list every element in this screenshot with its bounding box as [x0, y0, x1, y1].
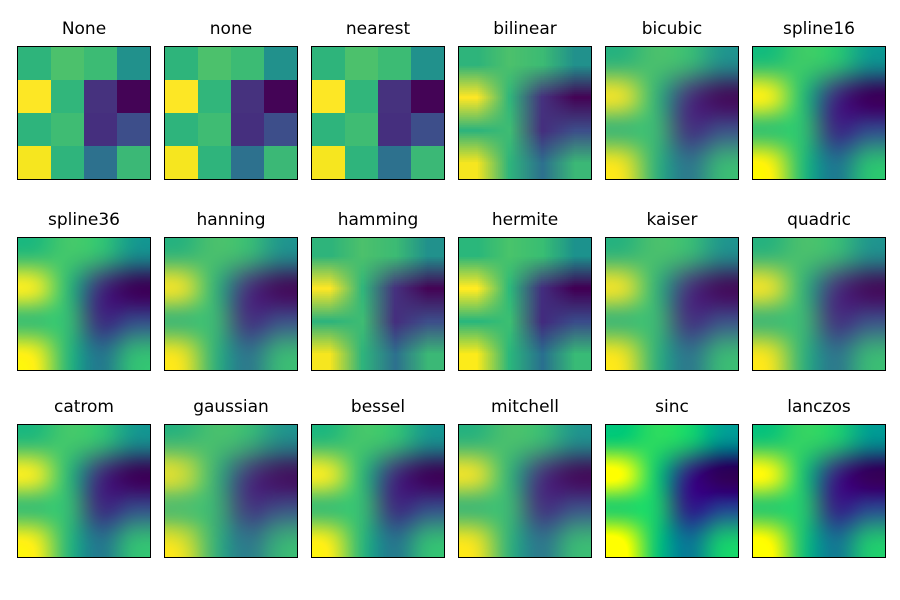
subplot-5-spline16: spline16	[752, 18, 886, 180]
subplot-16-sinc: sinc	[605, 396, 739, 558]
heatmap-canvas	[753, 238, 885, 370]
subplot-title: kaiser	[646, 210, 698, 230]
subplot-4-bicubic: bicubic	[605, 18, 739, 180]
heatmap-panel	[311, 237, 445, 371]
heatmap-panel	[458, 46, 592, 180]
heatmap-panel	[311, 424, 445, 558]
subplot-title: gaussian	[193, 397, 269, 417]
heatmap-panel	[752, 46, 886, 180]
subplot-11-quadric: quadric	[752, 209, 886, 371]
heatmap-panel	[605, 46, 739, 180]
heatmap-canvas	[312, 425, 444, 557]
subplot-15-mitchell: mitchell	[458, 396, 592, 558]
heatmap-canvas	[606, 47, 738, 179]
heatmap-canvas	[18, 238, 150, 370]
subplot-title: hanning	[196, 210, 266, 230]
subplot-title: nearest	[345, 19, 411, 39]
subplot-2-nearest: nearest	[311, 18, 445, 180]
heatmap-panel	[458, 237, 592, 371]
heatmap-panel	[605, 237, 739, 371]
heatmap-canvas	[606, 425, 738, 557]
subplot-title: lanczos	[787, 397, 851, 417]
subplot-7-hanning: hanning	[164, 209, 298, 371]
heatmap-canvas	[753, 425, 885, 557]
subplot-1-none: none	[164, 18, 298, 180]
subplot-3-bilinear: bilinear	[458, 18, 592, 180]
heatmap-canvas	[18, 425, 150, 557]
subplot-17-lanczos: lanczos	[752, 396, 886, 558]
subplot-title: bilinear	[493, 19, 557, 39]
subplot-8-hamming: hamming	[311, 209, 445, 371]
subplot-13-gaussian: gaussian	[164, 396, 298, 558]
subplot-title: sinc	[655, 397, 689, 417]
heatmap-panel	[17, 46, 151, 180]
subplot-title: spline36	[48, 210, 120, 230]
heatmap-canvas	[753, 47, 885, 179]
heatmap-panel	[164, 424, 298, 558]
heatmap-panel	[458, 424, 592, 558]
heatmap-canvas	[312, 47, 444, 179]
heatmap-panel	[605, 424, 739, 558]
heatmap-panel	[164, 46, 298, 180]
heatmap-panel	[311, 46, 445, 180]
subplot-title: hamming	[337, 210, 419, 230]
subplot-title: quadric	[787, 210, 851, 230]
subplot-title: mitchell	[491, 397, 559, 417]
heatmap-panel	[17, 237, 151, 371]
heatmap-canvas	[459, 425, 591, 557]
heatmap-canvas	[459, 238, 591, 370]
heatmap-canvas	[165, 238, 297, 370]
subplot-14-bessel: bessel	[311, 396, 445, 558]
subplot-title: None	[61, 19, 107, 39]
subplot-9-hermite: hermite	[458, 209, 592, 371]
heatmap-panel	[752, 424, 886, 558]
subplot-10-kaiser: kaiser	[605, 209, 739, 371]
subplot-title: catrom	[53, 397, 114, 417]
subplot-title: spline16	[783, 19, 855, 39]
heatmap-canvas	[459, 47, 591, 179]
heatmap-canvas	[18, 47, 150, 179]
subplot-title: none	[209, 19, 253, 39]
heatmap-canvas	[312, 238, 444, 370]
heatmap-panel	[752, 237, 886, 371]
subplot-title: bicubic	[641, 19, 703, 39]
subplot-title: hermite	[491, 210, 559, 230]
subplot-12-catrom: catrom	[17, 396, 151, 558]
subplot-0-none: None	[17, 18, 151, 180]
subplot-6-spline36: spline36	[17, 209, 151, 371]
subplot-title: bessel	[350, 397, 406, 417]
heatmap-canvas	[165, 425, 297, 557]
heatmap-canvas	[606, 238, 738, 370]
heatmap-panel	[164, 237, 298, 371]
heatmap-canvas	[165, 47, 297, 179]
heatmap-panel	[17, 424, 151, 558]
